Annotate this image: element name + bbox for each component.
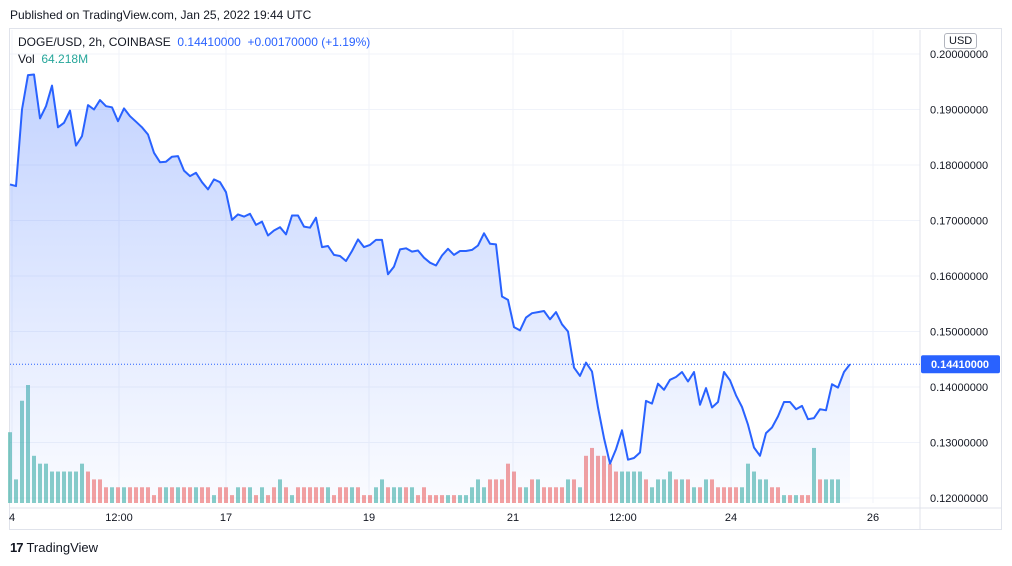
brand-name: TradingView: [26, 540, 99, 555]
tradingview-brand[interactable]: 17 TradingView: [10, 540, 98, 555]
x-tick-label: 17: [220, 512, 232, 524]
change-value: +0.00170000 (+1.19%): [247, 35, 371, 49]
axes: 0.20000000 0.19000000 0.18000000 0.17000000…: [9, 30, 1001, 530]
y-tick-label: 0.18000000: [930, 160, 988, 172]
published-caption: Published on TradingView.com, Jan 25, 20…: [10, 8, 312, 22]
x-tick-label: 26: [867, 512, 879, 524]
y-tick-label: 0.16000000: [930, 271, 988, 283]
volume-value: 64.218M: [41, 52, 89, 66]
price-area: [10, 74, 850, 503]
price-area-fill: [10, 74, 850, 503]
y-tick-label: 0.12000000: [930, 493, 988, 505]
volume-label[interactable]: Vol: [18, 52, 35, 66]
x-tick-label: 12:00: [105, 512, 133, 524]
tradingview-logo-icon: 17: [10, 540, 24, 555]
price-line: [9, 73, 851, 465]
y-tick-label: 0.20000000: [930, 49, 988, 61]
price-line-group: [9, 73, 851, 465]
x-tick-label: 12:00: [609, 512, 637, 524]
y-tick-label: 0.13000000: [930, 438, 988, 450]
y-tick-label: 0.17000000: [930, 216, 988, 228]
x-tick-label: 21: [507, 512, 519, 524]
chart-legend: DOGE/USD, 2h, COINBASE 0.14410000 +0.001…: [18, 34, 370, 68]
y-tick-label: 0.19000000: [930, 105, 988, 117]
x-tick-label: 19: [363, 512, 375, 524]
last-price-label: 0.14410000: [931, 359, 989, 371]
last-price-tag: [921, 355, 1000, 374]
symbol-title[interactable]: DOGE/USD, 2h, COINBASE: [18, 35, 171, 49]
chart-frame: [9, 28, 1002, 530]
x-tick-label: 4: [9, 512, 15, 524]
x-tick-label: 24: [725, 512, 737, 524]
currency-button[interactable]: USD: [944, 33, 978, 49]
y-tick-label: 0.14000000: [930, 382, 988, 394]
y-tick-label: 0.15000000: [930, 327, 988, 339]
last-value: 0.14410000: [177, 35, 241, 49]
